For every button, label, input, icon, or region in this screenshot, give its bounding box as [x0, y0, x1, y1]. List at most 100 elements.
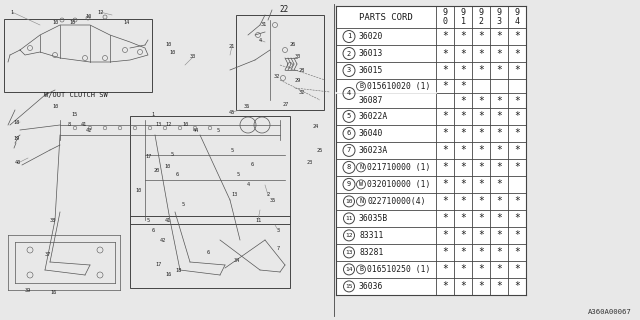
Text: *: * — [514, 230, 520, 240]
Text: *: * — [478, 196, 484, 206]
Text: 3: 3 — [347, 68, 351, 74]
Text: *: * — [496, 264, 502, 274]
Text: *: * — [478, 162, 484, 172]
Text: *: * — [442, 213, 448, 223]
Text: *: * — [460, 180, 466, 189]
Text: *: * — [460, 196, 466, 206]
Text: 5: 5 — [181, 203, 184, 207]
Text: *: * — [460, 111, 466, 121]
Text: 15: 15 — [345, 284, 353, 289]
Text: 015610020 (1): 015610020 (1) — [367, 82, 430, 91]
Text: *: * — [460, 264, 466, 274]
Text: 10: 10 — [182, 123, 188, 127]
Text: 4: 4 — [347, 91, 351, 96]
Text: 28: 28 — [299, 68, 305, 73]
Text: 10: 10 — [135, 188, 141, 193]
Text: *: * — [478, 230, 484, 240]
Text: 33: 33 — [190, 54, 196, 60]
Bar — [336, 6, 526, 295]
Text: 4: 4 — [259, 37, 262, 43]
Text: 14: 14 — [123, 20, 129, 25]
Text: 1: 1 — [152, 113, 155, 117]
Text: *: * — [478, 128, 484, 138]
Text: 17: 17 — [155, 262, 161, 268]
Text: 10: 10 — [85, 14, 91, 20]
Text: 36087: 36087 — [359, 96, 383, 105]
Text: 9
4: 9 4 — [515, 8, 520, 26]
Text: *: * — [496, 31, 502, 42]
Text: *: * — [460, 145, 466, 156]
Text: 9
0: 9 0 — [442, 8, 447, 26]
Text: *: * — [496, 111, 502, 121]
Text: *: * — [442, 49, 448, 59]
Text: 9
2: 9 2 — [479, 8, 483, 26]
Text: 45: 45 — [229, 109, 235, 115]
Text: 10: 10 — [52, 105, 58, 109]
Text: *: * — [442, 66, 448, 76]
Text: 5: 5 — [236, 172, 239, 178]
Text: 5: 5 — [147, 218, 150, 222]
Text: W: W — [359, 181, 363, 188]
Text: N: N — [359, 198, 363, 204]
Bar — [236, 15, 324, 110]
Text: 12: 12 — [97, 10, 103, 14]
Text: *: * — [496, 145, 502, 156]
Text: *: * — [442, 264, 448, 274]
Text: *: * — [514, 49, 520, 59]
Text: 42: 42 — [160, 237, 166, 243]
Text: *: * — [460, 81, 466, 91]
Text: 9
3: 9 3 — [497, 8, 502, 26]
Text: 19: 19 — [13, 135, 19, 140]
Text: *: * — [442, 281, 448, 292]
Text: 36020: 36020 — [359, 32, 383, 41]
Text: 13: 13 — [231, 193, 237, 197]
Text: 27: 27 — [283, 101, 289, 107]
Text: 36022A: 36022A — [359, 112, 388, 121]
Text: *: * — [460, 247, 466, 257]
Text: *: * — [514, 128, 520, 138]
Text: 6: 6 — [207, 250, 209, 254]
Text: 38: 38 — [50, 218, 56, 222]
Text: *: * — [514, 162, 520, 172]
Text: 10: 10 — [69, 20, 75, 25]
Text: 41: 41 — [165, 218, 171, 222]
Text: 40: 40 — [15, 161, 21, 165]
Text: 20: 20 — [154, 167, 160, 172]
Text: *: * — [496, 128, 502, 138]
Text: 11: 11 — [345, 216, 353, 221]
Text: *: * — [478, 66, 484, 76]
Text: *: * — [478, 49, 484, 59]
Bar — [4, 19, 152, 92]
Text: 36: 36 — [244, 105, 250, 109]
Text: *: * — [514, 31, 520, 42]
Text: 8: 8 — [67, 123, 70, 127]
Text: *: * — [442, 180, 448, 189]
Text: *: * — [442, 31, 448, 42]
Text: *: * — [478, 281, 484, 292]
Text: 1: 1 — [347, 34, 351, 39]
Text: *: * — [442, 111, 448, 121]
Text: *: * — [496, 230, 502, 240]
Text: *: * — [442, 196, 448, 206]
Text: 6: 6 — [250, 163, 253, 167]
Text: 36036: 36036 — [359, 282, 383, 291]
Text: *: * — [478, 247, 484, 257]
Text: *: * — [460, 128, 466, 138]
Text: PARTS CORD: PARTS CORD — [359, 12, 413, 21]
Text: 022710000(4): 022710000(4) — [367, 197, 426, 206]
Text: 17: 17 — [145, 154, 151, 158]
Text: *: * — [460, 49, 466, 59]
Text: *: * — [478, 111, 484, 121]
Text: *: * — [496, 96, 502, 106]
Text: *: * — [460, 281, 466, 292]
Text: 6: 6 — [152, 228, 155, 233]
Text: B: B — [359, 266, 363, 272]
Text: 37: 37 — [45, 252, 51, 258]
Text: *: * — [442, 230, 448, 240]
Text: B: B — [359, 83, 363, 89]
Text: *: * — [514, 213, 520, 223]
Text: *: * — [514, 111, 520, 121]
Text: 10: 10 — [52, 20, 58, 25]
Text: 23: 23 — [307, 159, 313, 164]
Text: 22: 22 — [280, 5, 289, 14]
